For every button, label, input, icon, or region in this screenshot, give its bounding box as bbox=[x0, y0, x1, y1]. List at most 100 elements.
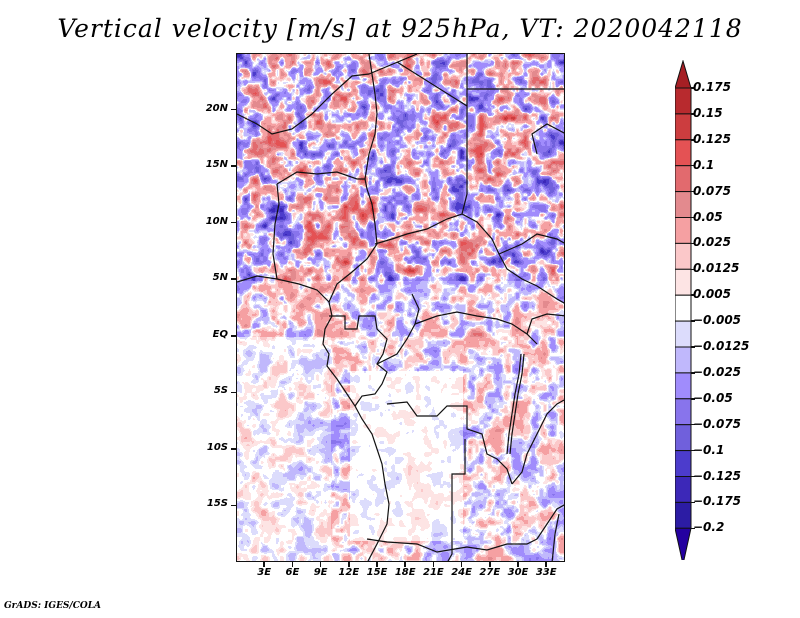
y-tick-label: 5N bbox=[212, 272, 228, 284]
x-tick bbox=[291, 562, 294, 567]
border-car-drc bbox=[414, 311, 538, 345]
colorbar-label: −0.0125 bbox=[693, 339, 750, 353]
y-tick-label: EQ bbox=[212, 328, 228, 340]
x-tick-label: 12E bbox=[338, 567, 360, 578]
colorbar-swatch bbox=[675, 424, 692, 452]
colorbar-label: 0.1 bbox=[693, 157, 715, 172]
x-tick-label: 33E bbox=[535, 567, 557, 578]
border-angola-namibia bbox=[366, 538, 538, 553]
x-tick bbox=[489, 562, 491, 567]
colorbar-tick bbox=[691, 475, 695, 478]
y-tick bbox=[231, 278, 236, 280]
colorbar-swatch bbox=[675, 191, 692, 219]
x-tick bbox=[460, 562, 463, 567]
colorbar-swatch bbox=[675, 87, 692, 115]
x-tick bbox=[319, 562, 322, 567]
y-tick-label: 10N bbox=[205, 215, 228, 227]
x-tick bbox=[545, 562, 547, 567]
border-lake-tanganyika bbox=[506, 353, 522, 455]
colorbar-swatch bbox=[675, 113, 692, 141]
colorbar-tick bbox=[691, 190, 695, 193]
colorbar-swatch bbox=[675, 268, 692, 296]
map-plot-area bbox=[236, 53, 565, 562]
colorbar-tick bbox=[691, 501, 695, 504]
border-nigeria-niger bbox=[276, 171, 365, 185]
colorbar-extend-min bbox=[675, 527, 692, 560]
border-zambia-drc-east bbox=[511, 399, 564, 485]
grads-credit: GrADS: IGES/COLA bbox=[4, 601, 102, 611]
x-tick bbox=[376, 562, 378, 567]
colorbar-label: 0.025 bbox=[693, 235, 731, 250]
colorbar-swatch bbox=[675, 242, 692, 270]
colorbar-tick bbox=[691, 216, 695, 219]
colorbar-label: −0.005 bbox=[693, 313, 742, 328]
colorbar-label: −0.2 bbox=[693, 520, 725, 535]
border-malawi bbox=[551, 513, 560, 561]
border-angola-zambia bbox=[447, 439, 466, 561]
colorbar-tick bbox=[691, 139, 695, 141]
colorbar-label: 0.075 bbox=[693, 183, 731, 198]
colorbar-label: −0.025 bbox=[693, 364, 742, 379]
border-south-sudan bbox=[498, 233, 564, 255]
colorbar-label: −0.05 bbox=[693, 390, 733, 405]
colorbar-extend-max bbox=[675, 60, 692, 89]
colorbar-swatch bbox=[675, 398, 692, 426]
border-sudan-ethiopia bbox=[531, 123, 564, 155]
y-tick bbox=[231, 165, 236, 167]
colorbar-swatch bbox=[675, 476, 692, 503]
x-tick-label: 30E bbox=[507, 567, 529, 578]
colorbar-label: 0.15 bbox=[693, 105, 723, 120]
colorbar-tick bbox=[691, 527, 695, 530]
y-tick-label: 15N bbox=[205, 159, 228, 171]
coastline-west-africa bbox=[237, 275, 390, 561]
y-tick-label: 20N bbox=[205, 102, 228, 114]
y-tick-label: 15S bbox=[206, 498, 228, 510]
colorbar-swatch bbox=[675, 139, 692, 167]
colorbar-swatch bbox=[675, 501, 692, 529]
colorbar-label: 0.05 bbox=[693, 209, 723, 224]
y-tick bbox=[231, 504, 236, 507]
country-borders bbox=[237, 54, 564, 561]
x-tick-label: 24E bbox=[451, 567, 472, 578]
colorbar-label: 0.125 bbox=[693, 131, 731, 146]
x-tick bbox=[432, 562, 435, 567]
colorbar-tick bbox=[691, 87, 695, 89]
colorbar-tick bbox=[691, 164, 695, 167]
colorbar-label: −0.1 bbox=[693, 442, 725, 457]
border-drc-angola bbox=[386, 401, 513, 485]
border-mozambique bbox=[536, 504, 564, 540]
colorbar-tick bbox=[691, 346, 695, 348]
border-cameroon bbox=[328, 178, 378, 303]
colorbar-tick bbox=[691, 113, 695, 115]
colorbar-label: −0.075 bbox=[693, 416, 742, 431]
x-tick-label: 18E bbox=[394, 567, 416, 578]
colorbar-tick bbox=[691, 320, 695, 322]
x-tick-label: 21E bbox=[423, 567, 444, 578]
colorbar-label: 0.175 bbox=[693, 80, 731, 94]
colorbar bbox=[675, 60, 692, 560]
border-niger-algeria bbox=[237, 73, 370, 135]
x-tick bbox=[348, 562, 350, 567]
chart-title: Vertical velocity [m/s] at 925hPa, VT: 2… bbox=[57, 14, 743, 43]
border-libya-chad-2 bbox=[396, 61, 468, 215]
x-tick bbox=[263, 562, 265, 567]
border-uganda bbox=[526, 313, 564, 335]
y-tick bbox=[231, 391, 236, 394]
border-libya-chad bbox=[368, 54, 418, 75]
colorbar-tick bbox=[691, 294, 695, 296]
colorbar-label: −0.175 bbox=[693, 494, 742, 509]
y-tick-label: 10S bbox=[206, 441, 228, 453]
colorbar-tick bbox=[691, 398, 695, 400]
y-tick bbox=[231, 221, 236, 224]
x-tick bbox=[404, 562, 406, 567]
y-tick bbox=[231, 335, 236, 337]
colorbar-swatch bbox=[675, 450, 692, 478]
y-tick bbox=[231, 448, 236, 450]
colorbar-swatch bbox=[675, 217, 692, 244]
colorbar-label: −0.125 bbox=[693, 468, 742, 483]
border-lake-tanganyika-2 bbox=[509, 353, 525, 455]
x-tick-label: 6E bbox=[285, 567, 300, 578]
colorbar-swatch bbox=[675, 346, 692, 374]
colorbar-swatch bbox=[675, 320, 692, 348]
colorbar-label: 0.0125 bbox=[693, 261, 740, 276]
